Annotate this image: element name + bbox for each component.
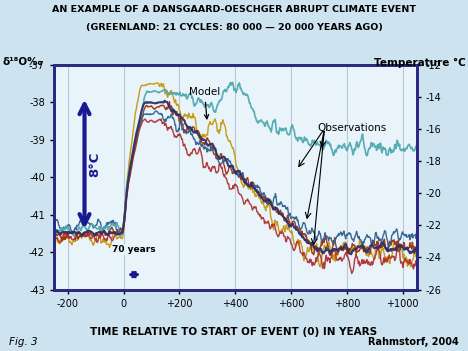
Text: TIME RELATIVE TO START OF EVENT (0) IN YEARS: TIME RELATIVE TO START OF EVENT (0) IN Y… <box>90 327 378 337</box>
Text: δ¹⁸O‰: δ¹⁸O‰ <box>2 58 43 67</box>
Text: AN EXAMPLE OF A DANSGAARD-OESCHGER ABRUPT CLIMATE EVENT: AN EXAMPLE OF A DANSGAARD-OESCHGER ABRUP… <box>52 5 416 14</box>
Text: Observations: Observations <box>317 123 387 133</box>
Text: (GREENLAND: 21 CYCLES: 80 000 — 20 000 YEARS AGO): (GREENLAND: 21 CYCLES: 80 000 — 20 000 Y… <box>86 23 382 32</box>
Text: 8°C: 8°C <box>88 152 101 177</box>
Text: 70 years: 70 years <box>112 245 156 254</box>
Text: Rahmstorf, 2004: Rahmstorf, 2004 <box>368 338 459 347</box>
Text: Model: Model <box>189 87 220 119</box>
Text: Fig. 3: Fig. 3 <box>9 338 38 347</box>
Text: Temperature °C: Temperature °C <box>374 58 466 67</box>
